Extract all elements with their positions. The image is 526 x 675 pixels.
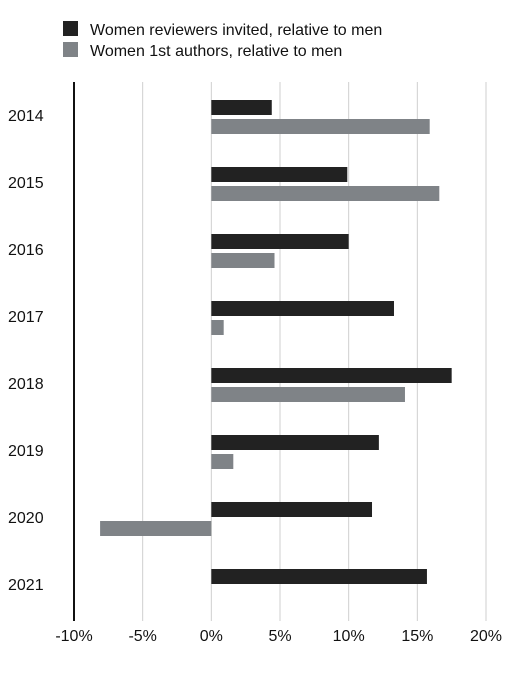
category-label: 2021 bbox=[8, 577, 44, 594]
legend-swatch-authors bbox=[63, 42, 78, 57]
category-label: 2014 bbox=[8, 108, 44, 125]
bar-authors-2019 bbox=[211, 454, 234, 469]
x-tick-label: 10% bbox=[333, 628, 365, 645]
gridlines bbox=[142, 82, 487, 621]
bar-authors-2020 bbox=[100, 521, 212, 536]
bar-reviewers-2016 bbox=[211, 234, 349, 249]
x-tick-label: -5% bbox=[128, 628, 156, 645]
x-tick-label: 20% bbox=[470, 628, 502, 645]
bar-reviewers-2015 bbox=[211, 167, 348, 182]
bar-authors-2018 bbox=[211, 387, 405, 402]
y-axis-categories: 2014 2015 2016 2017 2018 2019 2020 2021 bbox=[8, 108, 44, 594]
bar-reviewers-2017 bbox=[211, 301, 394, 316]
bar-reviewers-2014 bbox=[211, 100, 272, 115]
x-tick-label: 15% bbox=[401, 628, 433, 645]
bar-reviewers-2020 bbox=[211, 502, 373, 517]
bar-reviewers-2019 bbox=[211, 435, 379, 450]
category-label: 2015 bbox=[8, 175, 44, 192]
bar-authors-2015 bbox=[211, 186, 440, 201]
bar-authors-2017 bbox=[211, 320, 224, 335]
bar-authors-2014 bbox=[211, 119, 430, 134]
bar-reviewers-2021 bbox=[211, 569, 427, 584]
legend-label-reviewers: Women reviewers invited, relative to men bbox=[90, 22, 382, 39]
bar-authors-2016 bbox=[211, 253, 275, 268]
category-label: 2018 bbox=[8, 376, 44, 393]
category-label: 2017 bbox=[8, 309, 44, 326]
x-tick-label: 0% bbox=[200, 628, 223, 645]
x-axis-ticks: -10% -5% 0% 5% 10% 15% 20% bbox=[55, 628, 502, 645]
category-label: 2020 bbox=[8, 510, 44, 527]
legend: Women reviewers invited, relative to men… bbox=[63, 21, 382, 60]
category-label: 2016 bbox=[8, 242, 44, 259]
bars bbox=[100, 100, 452, 584]
legend-label-authors: Women 1st authors, relative to men bbox=[90, 43, 342, 60]
category-label: 2019 bbox=[8, 443, 44, 460]
bar-reviewers-2018 bbox=[211, 368, 452, 383]
x-tick-label: 5% bbox=[268, 628, 291, 645]
legend-swatch-reviewers bbox=[63, 21, 78, 36]
x-tick-label: -10% bbox=[55, 628, 92, 645]
